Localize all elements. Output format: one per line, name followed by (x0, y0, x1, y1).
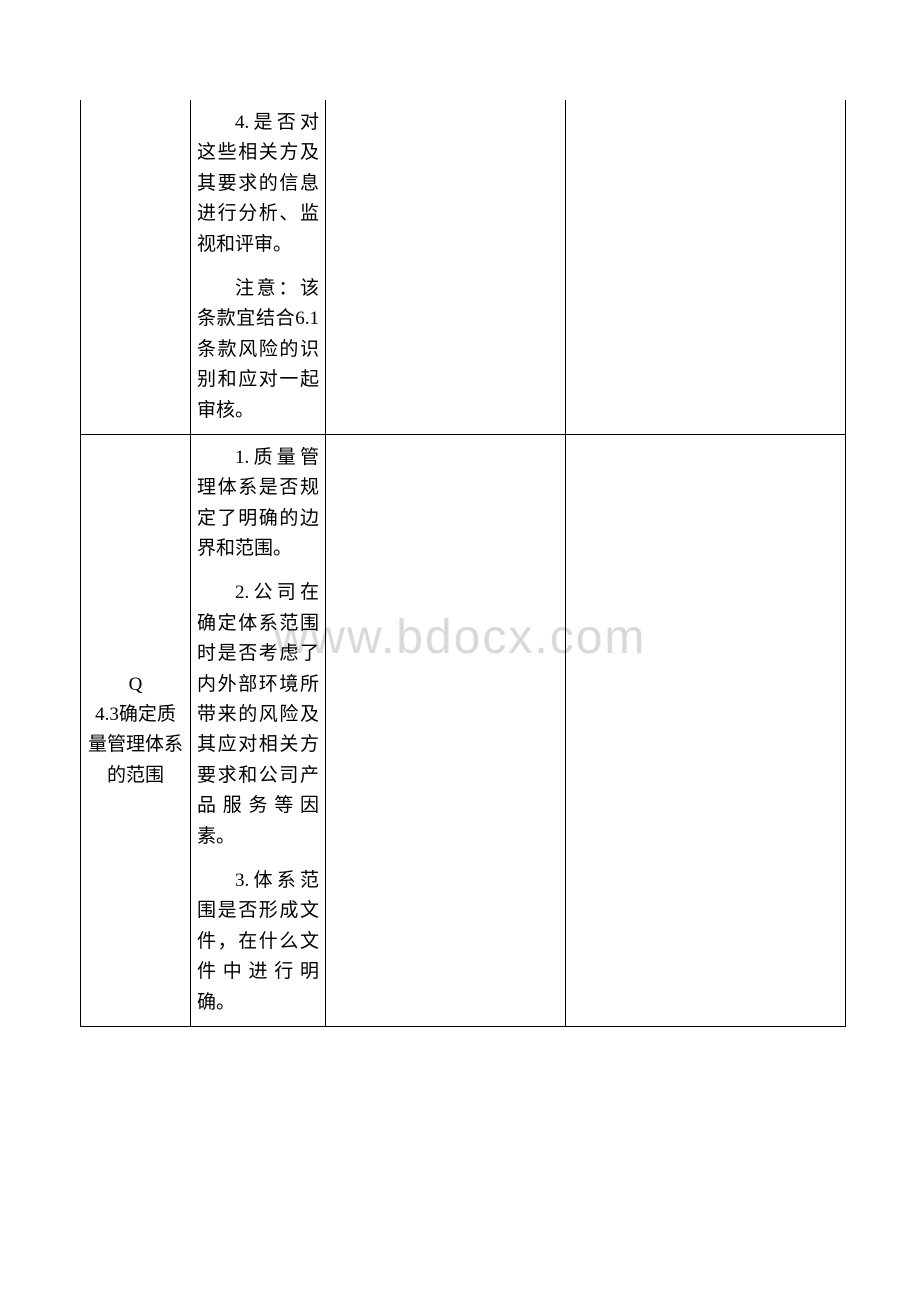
cell-empty (326, 100, 566, 434)
document-page: 4.是否对这些相关方及其要求的信息进行分析、监视和评审。 注意：该条款宜结合6.… (0, 0, 920, 1127)
table-row: Q 4.3确定质量管理体系的范围 1.质量管理体系是否规定了明确的边界和范围。 … (81, 434, 846, 1026)
paragraph: 3.体系范围是否形成文件，在什么文件中进行明确。 (197, 866, 319, 1018)
paragraph: 注意：该条款宜结合6.1条款风险的识别和应对一起审核。 (197, 274, 319, 426)
paragraph: 2.公司在确定体系范围时是否考虑了内外部环境所带来的风险及其应对相关方要求和公司… (197, 578, 319, 852)
cell-empty (326, 434, 566, 1026)
cell-clause-id: Q 4.3确定质量管理体系的范围 (81, 434, 191, 1026)
cell-empty (566, 100, 846, 434)
clause-label: Q 4.3确定质量管理体系的范围 (88, 674, 183, 786)
cell-audit-content: 4.是否对这些相关方及其要求的信息进行分析、监视和评审。 注意：该条款宜结合6.… (191, 100, 326, 434)
table-row: 4.是否对这些相关方及其要求的信息进行分析、监视和评审。 注意：该条款宜结合6.… (81, 100, 846, 434)
cell-audit-content: 1.质量管理体系是否规定了明确的边界和范围。 2.公司在确定体系范围时是否考虑了… (191, 434, 326, 1026)
cell-empty (566, 434, 846, 1026)
audit-table: 4.是否对这些相关方及其要求的信息进行分析、监视和评审。 注意：该条款宜结合6.… (80, 100, 846, 1027)
paragraph: 1.质量管理体系是否规定了明确的边界和范围。 (197, 443, 319, 565)
cell-clause-id (81, 100, 191, 434)
paragraph: 4.是否对这些相关方及其要求的信息进行分析、监视和评审。 (197, 108, 319, 260)
